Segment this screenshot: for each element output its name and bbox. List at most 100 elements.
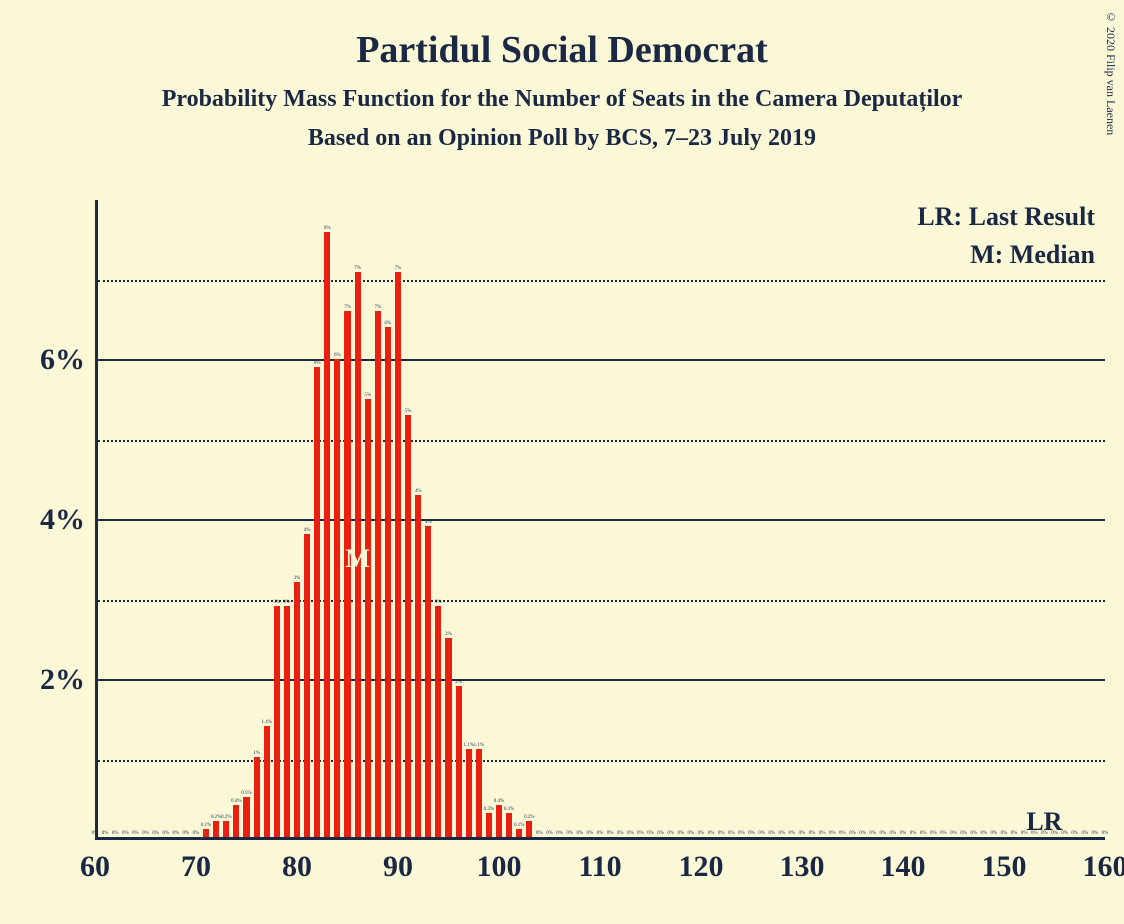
bar-value-label: 0%	[849, 831, 856, 836]
bar-value-label: 2%	[455, 680, 462, 685]
grid-major	[98, 359, 1105, 361]
plot-region: 2%4%6%607080901001101201301401501600%0%0…	[95, 200, 1105, 840]
bar	[435, 606, 441, 837]
bar	[294, 582, 300, 837]
bar-value-label: 0%	[799, 831, 806, 836]
bar-value-label: 2%	[445, 632, 452, 637]
bar-value-label: 0.3%	[504, 807, 514, 812]
bar-value-label: 5%	[405, 409, 412, 414]
bar	[445, 638, 451, 837]
bar-value-label: 0%	[728, 831, 735, 836]
grid-minor	[98, 600, 1105, 602]
grid-minor	[98, 280, 1105, 282]
chart-subtitle: Probability Mass Function for the Number…	[0, 72, 1124, 113]
bar-value-label: 0%	[597, 831, 604, 836]
bar	[375, 311, 381, 837]
bar	[344, 311, 350, 837]
bar-value-label: 0%	[193, 831, 200, 836]
bar-value-label: 0%	[980, 831, 987, 836]
bar	[264, 726, 270, 837]
bar-value-label: 0%	[698, 831, 705, 836]
bar-value-label: 0%	[667, 831, 674, 836]
bar-value-label: 7%	[354, 266, 361, 271]
x-tick-label: 150	[982, 850, 1027, 884]
median-marker: M	[345, 544, 370, 574]
bar-value-label: 4%	[415, 489, 422, 494]
x-tick-label: 100	[477, 850, 522, 884]
bar-value-label: 0%	[920, 831, 927, 836]
bar-value-label: 0%	[536, 831, 543, 836]
bar-value-label: 7%	[374, 305, 381, 310]
bar-value-label: 0%	[546, 831, 553, 836]
bar	[203, 829, 209, 837]
bar	[334, 359, 340, 837]
bar-value-label: 6%	[314, 361, 321, 366]
bar	[365, 399, 371, 837]
x-tick-label: 140	[881, 850, 926, 884]
bar-value-label: 0%	[112, 831, 119, 836]
bar-value-label: 0%	[122, 831, 129, 836]
x-tick-label: 90	[383, 850, 413, 884]
bar-value-label: 1.1%	[463, 743, 473, 748]
bar	[506, 813, 512, 837]
bar-value-label: 3%	[435, 600, 442, 605]
bar-value-label: 0%	[869, 831, 876, 836]
bar-value-label: 0%	[809, 831, 816, 836]
x-tick-label: 130	[780, 850, 825, 884]
grid-minor	[98, 440, 1105, 442]
bar-value-label: 6%	[334, 353, 341, 358]
bar-value-label: 0%	[879, 831, 886, 836]
bar	[284, 606, 290, 837]
bar	[496, 805, 502, 837]
bar-value-label: 0%	[617, 831, 624, 836]
bar-value-label: 0%	[758, 831, 765, 836]
y-tick-label: 6%	[40, 343, 85, 377]
bar	[254, 757, 260, 837]
bar	[486, 813, 492, 837]
bar-value-label: 0%	[910, 831, 917, 836]
grid-major	[98, 679, 1105, 681]
bar-value-label: 0%	[789, 831, 796, 836]
bar-value-label: 0%	[627, 831, 634, 836]
bar-value-label: 0%	[991, 831, 998, 836]
bar	[324, 232, 330, 837]
bar	[456, 686, 462, 837]
bar-value-label: 0%	[1001, 831, 1008, 836]
bar-value-label: 0%	[647, 831, 654, 836]
bar-value-label: 1.1%	[474, 743, 484, 748]
bar-value-label: 3%	[284, 600, 291, 605]
bar-value-label: 0%	[940, 831, 947, 836]
bar-value-label: 0%	[839, 831, 846, 836]
bar-value-label: 0.2%	[221, 815, 231, 820]
bar-value-label: 6%	[385, 321, 392, 326]
bar-value-label: 0%	[162, 831, 169, 836]
x-tick-label: 160	[1083, 850, 1124, 884]
bar-value-label: 0%	[859, 831, 866, 836]
bar-value-label: 0.1%	[201, 823, 211, 828]
bar-value-label: 0%	[587, 831, 594, 836]
bar-value-label: 0%	[688, 831, 695, 836]
bar-value-label: 0%	[102, 831, 109, 836]
bar-value-label: 0%	[1102, 831, 1109, 836]
bar-value-label: 0%	[576, 831, 583, 836]
bar	[304, 534, 310, 837]
bar	[466, 749, 472, 837]
bar-value-label: 0%	[142, 831, 149, 836]
bar-value-label: 7%	[395, 266, 402, 271]
legend-m: M: Median	[970, 240, 1095, 270]
bar-value-label: 3%	[294, 576, 301, 581]
bar	[526, 821, 532, 837]
bar-value-label: 0%	[718, 831, 725, 836]
bar-value-label: 0%	[657, 831, 664, 836]
grid-minor	[98, 760, 1105, 762]
bar-value-label: 0%	[566, 831, 573, 836]
grid-major	[98, 519, 1105, 521]
x-tick-label: 120	[679, 850, 724, 884]
bar	[405, 415, 411, 837]
bar-value-label: 0%	[768, 831, 775, 836]
bar-value-label: 0%	[152, 831, 159, 836]
bar-value-label: 0%	[1071, 831, 1078, 836]
bar-value-label: 1%	[253, 751, 260, 756]
bar-value-label: 0%	[950, 831, 957, 836]
chart-area: 2%4%6%607080901001101201301401501600%0%0…	[95, 200, 1105, 840]
